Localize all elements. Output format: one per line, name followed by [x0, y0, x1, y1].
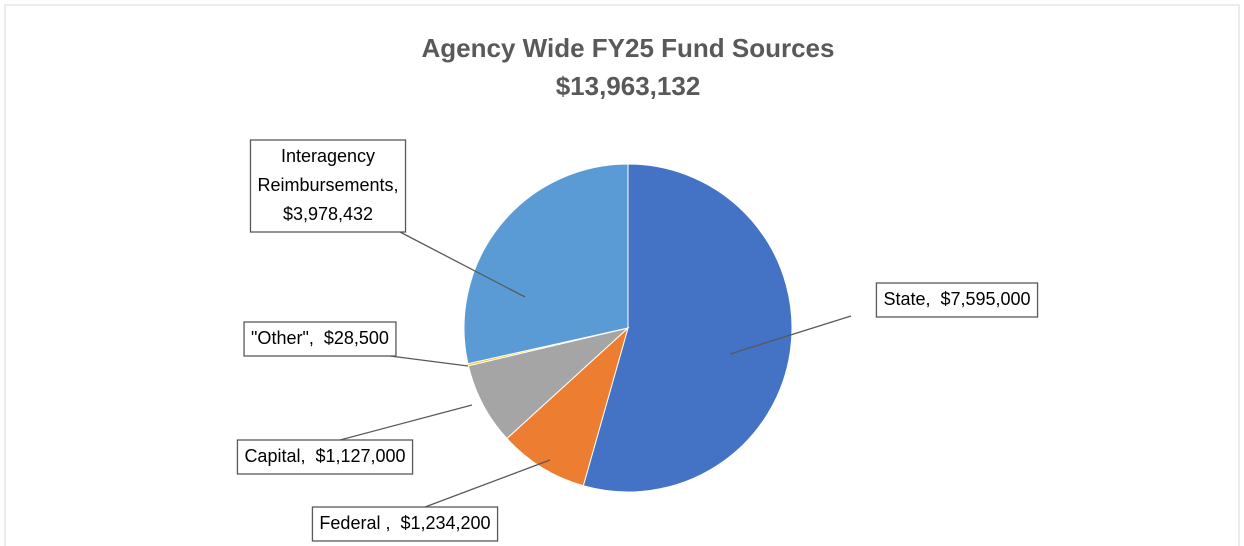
leader-line [339, 404, 473, 441]
leader-line [729, 315, 852, 355]
label-value: $3,978,432 [283, 204, 373, 224]
chart-title: Agency Wide FY25 Fund Sources [422, 33, 835, 63]
label-box [249, 139, 407, 233]
label-category: State, [883, 289, 930, 309]
pie-slice [582, 163, 793, 493]
label-line: Interagency [281, 146, 375, 166]
leader-line [424, 459, 551, 508]
label-box [311, 506, 499, 542]
label-line: Reimbursements, [257, 175, 398, 195]
label-category: Federal , [319, 513, 390, 533]
leader-line [399, 231, 526, 298]
label-category: "Other", [251, 328, 314, 348]
pie-slice [463, 163, 629, 365]
label-category: Capital, [244, 446, 305, 466]
data-label: Capital, $1,127,000 [244, 446, 405, 466]
leader-line [389, 355, 469, 367]
pie-slice [506, 326, 629, 487]
label-value: $1,127,000 [315, 446, 405, 466]
label-box [243, 321, 397, 357]
data-label: Interagency Reimbursements, $3,978,432 [257, 146, 398, 224]
chart-subtitle: $13,963,132 [556, 71, 701, 101]
label-value: $28,500 [324, 328, 389, 348]
data-label: Federal , $1,234,200 [319, 513, 490, 533]
label-box [875, 282, 1039, 318]
label-box [236, 439, 414, 475]
data-label: State, $7,595,000 [883, 289, 1030, 309]
label-value: $1,234,200 [400, 513, 490, 533]
label-value: $7,595,000 [940, 289, 1030, 309]
data-label: "Other", $28,500 [251, 328, 389, 348]
